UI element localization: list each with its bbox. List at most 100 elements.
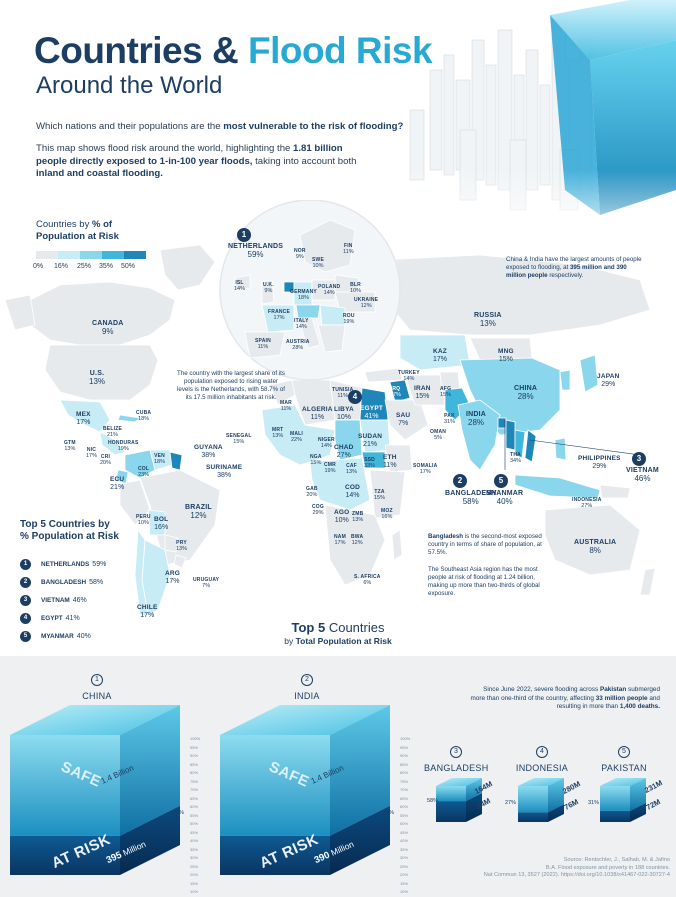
country-spain [244, 331, 286, 359]
label-mongolia: MNG 15% [498, 348, 514, 363]
cube-title-india: 2 INDIA [294, 674, 320, 701]
scale-tick: 75% [400, 778, 409, 784]
scale-tick: 100% [190, 736, 201, 741]
label-costa-rica: CRI 20% [100, 454, 112, 466]
list-item: 5 MYANMAR 40% [20, 627, 106, 645]
scale-tick: 80% [190, 770, 199, 775]
cube-pakistan-front-risk [600, 810, 630, 822]
label-chile: CHILE 17% [137, 604, 158, 619]
cube-china-front-safe [10, 735, 120, 836]
list-item: 1 NETHERLANDS 59% [20, 555, 106, 573]
rank-badge-netherlands: 1 [237, 228, 251, 242]
legend-tick: 0% [33, 263, 44, 270]
label-tanzania: TZA 15% [374, 489, 386, 501]
label-drc: COD 14% [345, 484, 361, 499]
cube-title-bangladesh: 3 BANGLADESH [424, 746, 489, 773]
country-cuba [117, 414, 141, 423]
scale-tick: 55% [400, 812, 409, 818]
country-austria [295, 304, 321, 319]
cube-india-side-safe [330, 705, 390, 836]
label-venezuela: VEN 18% [154, 453, 166, 465]
label-germany: GERMANY 18% [290, 289, 317, 301]
label-south-sudan: SSD 33% [364, 457, 376, 469]
country-vietnam [524, 429, 537, 463]
label-senegal: SENEGAL 15% [226, 433, 252, 445]
rank-badge-myanmar: 5 [494, 474, 508, 488]
country-australia [544, 504, 641, 576]
cube-china-front-risk [10, 835, 120, 875]
top5-share-title: Top 5 Countries by% Population at Risk [20, 519, 119, 542]
label-russia: RUSSIA 13% [474, 312, 502, 328]
cube-indonesia-front-risk [518, 812, 548, 822]
scale-tick: 15% [400, 880, 409, 886]
country-alaska [4, 294, 36, 331]
country-east-africa [369, 469, 406, 519]
country-poland [311, 279, 336, 301]
label-austria: AUSTRIA 28% [286, 339, 310, 351]
country-myanmar [505, 419, 516, 451]
label-ukraine: UKRAINE 12% [354, 297, 379, 309]
label-japan: JAPAN 29% [597, 373, 620, 388]
label-australia: AUSTRALIA 8% [574, 539, 617, 555]
scale-tick: 60% [190, 804, 199, 809]
label-spain: SPAIN 11% [255, 338, 271, 350]
label-china: CHINA 28% [514, 385, 538, 401]
legend-swatch-3 [102, 251, 124, 259]
cube-bangladesh-front-risk [436, 801, 466, 822]
note-china-india: China & India have the largest amounts o… [506, 256, 642, 279]
scale-tick: 25% [190, 863, 199, 869]
country-france [261, 304, 295, 333]
scale-tick: 45% [400, 829, 409, 835]
lead-question: Which nations and their populations are … [36, 121, 404, 132]
label-mozambique: MOZ 16% [381, 508, 393, 520]
label-canada: CANADA 9% [92, 320, 124, 336]
legend-swatch-2 [80, 251, 102, 259]
label-poland: POLAND 14% [318, 284, 341, 296]
label-car: CAF 13% [346, 463, 358, 475]
legend-color-scale [36, 251, 146, 259]
rank-badge-vietnam: 3 [632, 452, 646, 466]
country-philippines [554, 437, 567, 461]
country-japan [579, 354, 599, 393]
cubes-chart [10, 705, 646, 875]
cube-bangladesh-front-safe [436, 786, 466, 802]
country-romania [319, 304, 346, 326]
cube-pakistan-side-safe [630, 778, 646, 811]
country-central-america [99, 431, 126, 456]
cube-india-front-safe [220, 735, 330, 836]
label-morocco: MAR 11% [280, 400, 292, 412]
scale-tick: 65% [400, 795, 409, 801]
label-finland: FIN 11% [343, 243, 354, 255]
country-peru [119, 479, 151, 526]
cube-india-top [220, 705, 390, 735]
cube-india-side-risk [330, 805, 390, 875]
country-madagascar [391, 529, 403, 561]
label-congo: COG 29% [312, 504, 324, 516]
label-guatemala: GTM 13% [64, 440, 76, 452]
scale-tick: 70% [190, 787, 199, 792]
scale-tick: 95% [190, 744, 199, 750]
label-uruguay: URUGUAY 7% [193, 577, 220, 589]
label-suriname: SURINAME 38% [206, 464, 243, 479]
pct-pakistan: 31% [588, 800, 600, 806]
cube-pakistan-top [600, 778, 646, 786]
label-uk: U.K. 9% [263, 282, 274, 294]
country-paraguay [164, 534, 179, 553]
label-ethiopia: ETH 11% [383, 454, 397, 469]
pakistan-note: Since June 2022, severe flooding across … [470, 686, 660, 710]
world-map [4, 200, 656, 616]
scale-tick: 45% [190, 829, 199, 835]
scale-ticks-china: 100% 95% 90% 85% 80% 75% 70% 65% 60% 55% 50% 45% 40%… [190, 735, 200, 897]
pct-india: 28% [383, 810, 395, 816]
cube-indonesia-front-safe [518, 786, 548, 813]
label-mexico: MEX 17% [76, 411, 91, 426]
label-honduras: HONDURAS 19% [108, 440, 139, 452]
legend-tick: 50% [121, 263, 136, 270]
label-south-africa: S. AFRICA 6% [354, 574, 381, 586]
pct-indonesia: 27% [505, 800, 517, 806]
list-item: 2 BANGLADESH 58% [20, 573, 106, 591]
country-scandinavia [299, 219, 356, 273]
label-saudi: SAU 7% [396, 412, 411, 427]
scale-tick: 10% [400, 889, 409, 894]
flooded-city-illustration [400, 0, 676, 250]
